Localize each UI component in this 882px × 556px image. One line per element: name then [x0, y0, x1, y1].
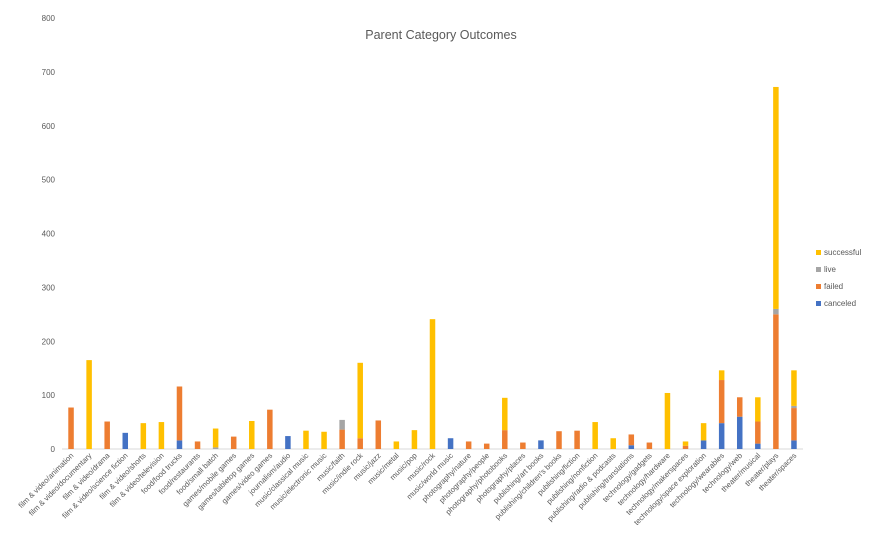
bar-segment-live: [791, 405, 797, 409]
bar-segment-canceled: [122, 432, 129, 449]
bar-segment-failed: [339, 429, 345, 449]
bar-segment-failed: [556, 431, 562, 449]
legend-label-failed: failed: [824, 282, 843, 291]
bar-segment-live: [339, 419, 345, 430]
bar-segment-failed: [176, 386, 183, 441]
bar-segment-failed: [230, 436, 237, 449]
y-tick-label: 500: [42, 176, 56, 185]
bar-segment-failed: [682, 445, 689, 449]
bar-segment-successful: [718, 370, 725, 381]
bar-segment-failed: [736, 397, 743, 417]
chart-title: Parent Category Outcomes: [365, 28, 516, 42]
bar-segment-canceled: [718, 423, 725, 449]
bar-segment-successful: [411, 430, 418, 449]
bar-segment-failed: [791, 408, 797, 441]
bar-segment-successful: [610, 438, 616, 449]
bar-segment-failed: [502, 430, 508, 449]
bar-segment-successful: [140, 423, 147, 449]
legend-swatch-live: [816, 267, 821, 272]
bar-segment-successful: [755, 397, 761, 422]
bar-segment-successful: [773, 86, 779, 309]
bar-segment-failed: [520, 442, 526, 449]
bars: [68, 86, 797, 449]
bar-segment-successful: [682, 441, 689, 446]
bar-segment-successful: [664, 392, 671, 449]
bar-segment-successful: [86, 360, 92, 449]
legend-swatch-failed: [816, 284, 821, 289]
y-tick-label: 200: [42, 337, 56, 346]
bar-segment-failed: [194, 441, 201, 449]
bar-segment-successful: [502, 397, 508, 431]
bar-segment-failed: [357, 438, 363, 449]
y-tick-label: 600: [42, 122, 56, 131]
bar-segment-successful: [249, 420, 255, 449]
y-tick-label: 300: [42, 283, 56, 292]
y-tick-label: 700: [42, 68, 56, 77]
legend-swatch-canceled: [816, 301, 821, 306]
bar-segment-canceled: [755, 443, 761, 449]
bar-segment-successful: [158, 422, 165, 449]
bar-segment-failed: [718, 380, 725, 424]
bar-segment-canceled: [538, 440, 544, 449]
bar-segment-successful: [791, 370, 797, 406]
bar-segment-failed: [755, 421, 761, 444]
y-tick-label: 800: [42, 14, 56, 23]
bar-segment-canceled: [628, 445, 635, 449]
bar-segment-canceled: [176, 440, 183, 449]
bar-segment-failed: [104, 421, 110, 449]
y-axis: 0 100 200 300 400 500 600 700 800: [42, 14, 803, 454]
bar-segment-canceled: [736, 416, 743, 449]
bar-segment-canceled: [285, 436, 291, 449]
bar-segment-failed: [68, 407, 74, 449]
y-tick-label: 400: [42, 230, 56, 239]
bar-segment-canceled: [791, 440, 797, 449]
bar-segment-canceled: [700, 440, 707, 449]
legend-label-canceled: canceled: [824, 299, 856, 308]
bar-segment-failed: [267, 409, 273, 449]
bar-segment-successful: [429, 319, 436, 449]
y-tick-label: 0: [51, 445, 56, 454]
bar-segment-successful: [393, 441, 400, 449]
bar-segment-canceled: [447, 438, 454, 449]
bar-segment-successful: [212, 428, 219, 448]
legend-label-successful: successful: [824, 248, 862, 257]
bar-segment-live: [212, 447, 219, 449]
bar-segment-successful: [321, 431, 327, 449]
y-tick-label: 100: [42, 391, 56, 400]
bar-segment-failed: [628, 434, 635, 446]
bar-segment-failed: [483, 443, 490, 449]
bar-segment-failed: [574, 430, 580, 449]
legend-swatch-successful: [816, 250, 821, 255]
bar-segment-failed: [773, 314, 779, 449]
legend: successful live failed canceled: [816, 248, 862, 308]
bar-segment-failed: [465, 441, 472, 449]
bar-segment-successful: [700, 423, 707, 441]
bar-segment-successful: [357, 362, 363, 439]
bar-segment-successful: [592, 422, 598, 449]
bar-segment-failed: [646, 442, 653, 449]
bar-segment-live: [773, 308, 779, 315]
bar-segment-successful: [303, 430, 309, 449]
legend-label-live: live: [824, 265, 837, 274]
bar-segment-failed: [375, 420, 382, 449]
